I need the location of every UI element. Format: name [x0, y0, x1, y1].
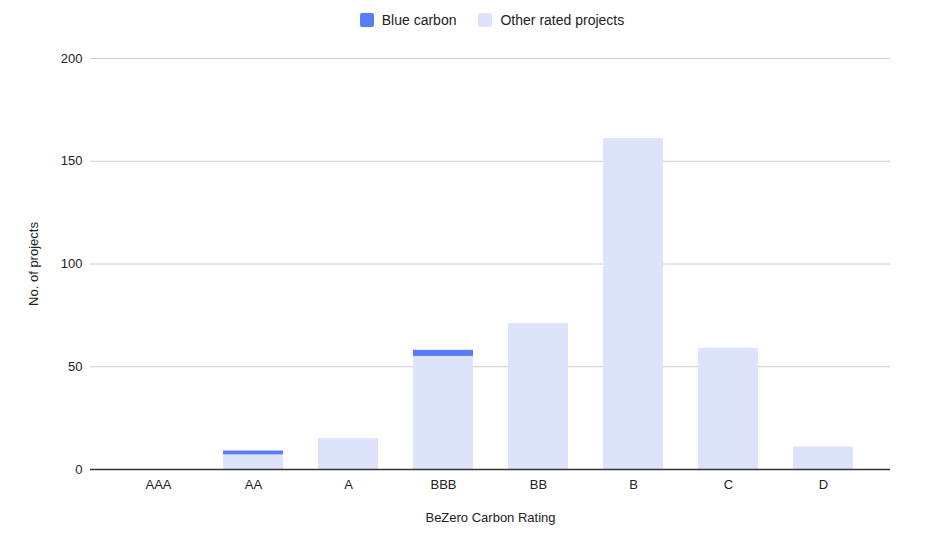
svg-text:100: 100 [61, 256, 83, 271]
svg-text:BeZero Carbon Rating: BeZero Carbon Rating [425, 510, 555, 525]
svg-text:BB: BB [530, 477, 547, 492]
svg-text:BBB: BBB [430, 477, 456, 492]
svg-text:B: B [629, 477, 638, 492]
svg-text:150: 150 [61, 153, 83, 168]
html-text:Blue carbon: Blue carbon [381, 12, 457, 28]
svg-text:No. of projects: No. of projects [26, 222, 41, 306]
svg-text:C: C [724, 477, 733, 492]
svg-text:D: D [819, 477, 828, 492]
html-text:Other rated projects: Other rated projects [500, 12, 625, 28]
svg-text:AA: AA [245, 477, 263, 492]
svg-text:50: 50 [68, 359, 82, 374]
svg-text:0: 0 [75, 462, 82, 477]
svg-text:AAA: AAA [145, 477, 171, 492]
svg-text:A: A [344, 477, 353, 492]
svg-text:200: 200 [61, 51, 83, 66]
